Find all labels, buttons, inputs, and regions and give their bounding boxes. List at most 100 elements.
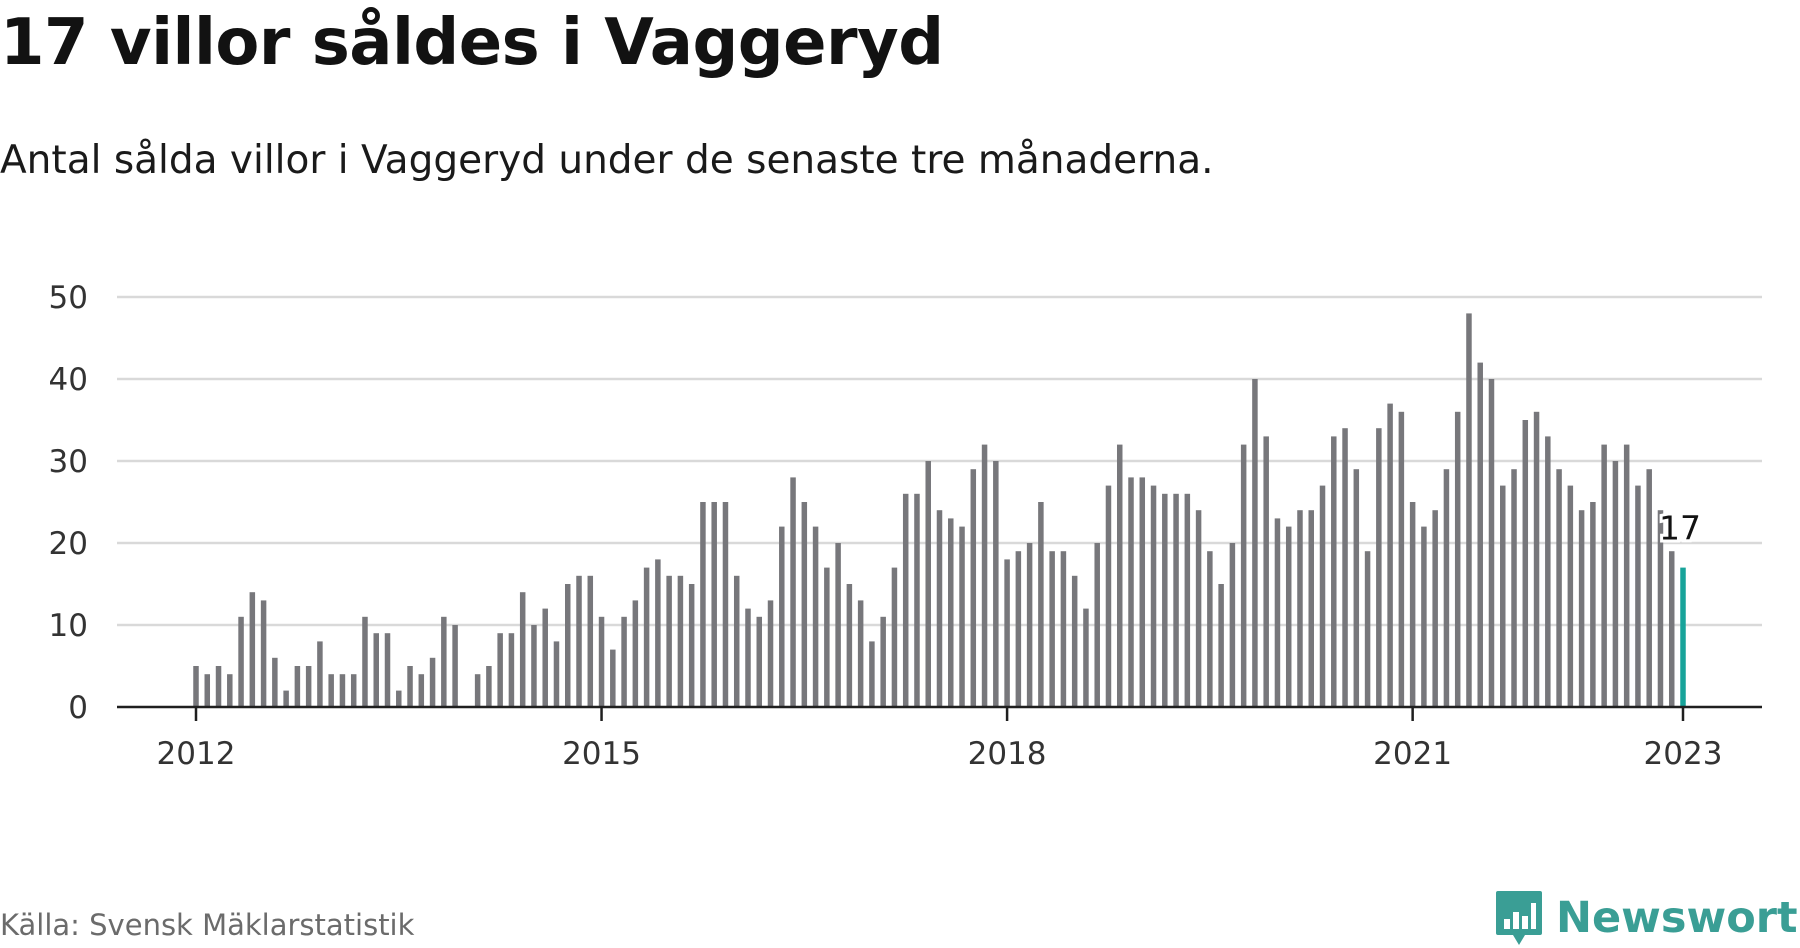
bar xyxy=(1319,485,1326,707)
bar xyxy=(1207,551,1213,707)
bar xyxy=(396,690,402,707)
bar xyxy=(317,641,323,707)
bar xyxy=(1578,510,1585,707)
bar xyxy=(418,674,425,707)
bar xyxy=(902,493,909,707)
bar xyxy=(722,502,729,707)
bar xyxy=(272,657,278,707)
bar xyxy=(835,543,841,707)
highlight-bar xyxy=(1680,567,1686,707)
bar xyxy=(283,690,289,707)
chart-title: 17 villor såldes i Vaggeryd xyxy=(0,6,944,80)
bar xyxy=(1511,469,1517,707)
bar xyxy=(531,625,537,707)
value-label: 17 xyxy=(1659,509,1701,548)
bar xyxy=(598,616,605,707)
bar xyxy=(711,502,717,707)
bar xyxy=(666,575,672,707)
bar xyxy=(1195,510,1202,707)
bar xyxy=(1623,444,1630,707)
bar xyxy=(936,510,943,707)
bar xyxy=(824,567,830,707)
bar xyxy=(1376,428,1382,707)
y-tick-label: 0 xyxy=(68,690,88,726)
bar xyxy=(249,592,256,707)
bar xyxy=(1128,477,1134,707)
bar xyxy=(925,461,931,707)
bar xyxy=(1308,510,1314,707)
bar xyxy=(1556,469,1562,707)
bar xyxy=(1071,575,1078,707)
bar xyxy=(914,493,920,707)
bar xyxy=(305,666,312,707)
chart-subtitle: Antal sålda villor i Vaggeryd under de s… xyxy=(0,138,1214,183)
bars xyxy=(193,313,1686,707)
bar xyxy=(1646,469,1652,707)
bar xyxy=(688,584,695,707)
bar xyxy=(1533,411,1540,707)
bar xyxy=(508,633,515,707)
bar xyxy=(1094,543,1100,707)
bar xyxy=(260,600,267,707)
bar xyxy=(767,600,774,707)
bar xyxy=(1567,485,1574,707)
bar xyxy=(1454,411,1461,707)
bar xyxy=(1116,444,1123,707)
bar xyxy=(981,444,988,707)
bar xyxy=(441,616,447,707)
bar xyxy=(1026,543,1033,707)
x-tick-label: 2015 xyxy=(562,736,641,772)
bar xyxy=(948,518,954,707)
bar xyxy=(238,616,244,707)
bar xyxy=(486,666,492,707)
bar xyxy=(1263,436,1269,707)
bar xyxy=(193,666,199,707)
bar xyxy=(373,633,379,707)
bar xyxy=(1038,502,1044,707)
bar xyxy=(1432,510,1438,707)
bar xyxy=(1331,436,1337,707)
bar xyxy=(1162,493,1168,707)
bar xyxy=(1218,584,1224,707)
bar xyxy=(1015,551,1022,707)
bar xyxy=(204,674,211,707)
bar xyxy=(1601,444,1607,707)
bar xyxy=(891,567,898,707)
bar xyxy=(339,674,346,707)
bar xyxy=(1364,551,1371,707)
bar xyxy=(801,502,808,707)
bar xyxy=(565,584,571,707)
x-tick-label: 2018 xyxy=(968,736,1047,772)
bar xyxy=(610,649,616,707)
bar xyxy=(812,526,819,707)
bar xyxy=(576,575,582,707)
bar xyxy=(452,625,458,707)
y-tick-label: 20 xyxy=(49,526,88,562)
bar xyxy=(1668,551,1675,707)
bar xyxy=(756,616,763,707)
labels: 0 10 20 30 40 50 2012 2015 2018 2021 2023 17 xyxy=(49,280,1723,772)
bar xyxy=(1545,436,1551,707)
bar xyxy=(1083,608,1089,707)
y-tick-label: 10 xyxy=(49,608,88,644)
bar xyxy=(1387,403,1393,707)
bar xyxy=(294,666,301,707)
bar xyxy=(1488,379,1495,707)
bar xyxy=(869,641,875,707)
bar xyxy=(1443,469,1450,707)
x-tick-label: 2021 xyxy=(1373,736,1452,772)
y-tick-label: 40 xyxy=(49,362,88,398)
bar xyxy=(328,674,334,707)
x-tick-label: 2012 xyxy=(157,736,236,772)
source-note: Källa: Svensk Mäklarstatistik xyxy=(0,908,415,942)
bar xyxy=(1229,543,1236,707)
bar xyxy=(1421,526,1427,707)
bar xyxy=(1477,362,1483,707)
bar xyxy=(745,608,751,707)
bar xyxy=(1139,477,1146,707)
bar xyxy=(959,526,965,707)
bar xyxy=(857,600,864,707)
newsworthy-logo-icon xyxy=(1496,891,1542,945)
bar xyxy=(1466,313,1472,707)
bar xyxy=(677,575,684,707)
